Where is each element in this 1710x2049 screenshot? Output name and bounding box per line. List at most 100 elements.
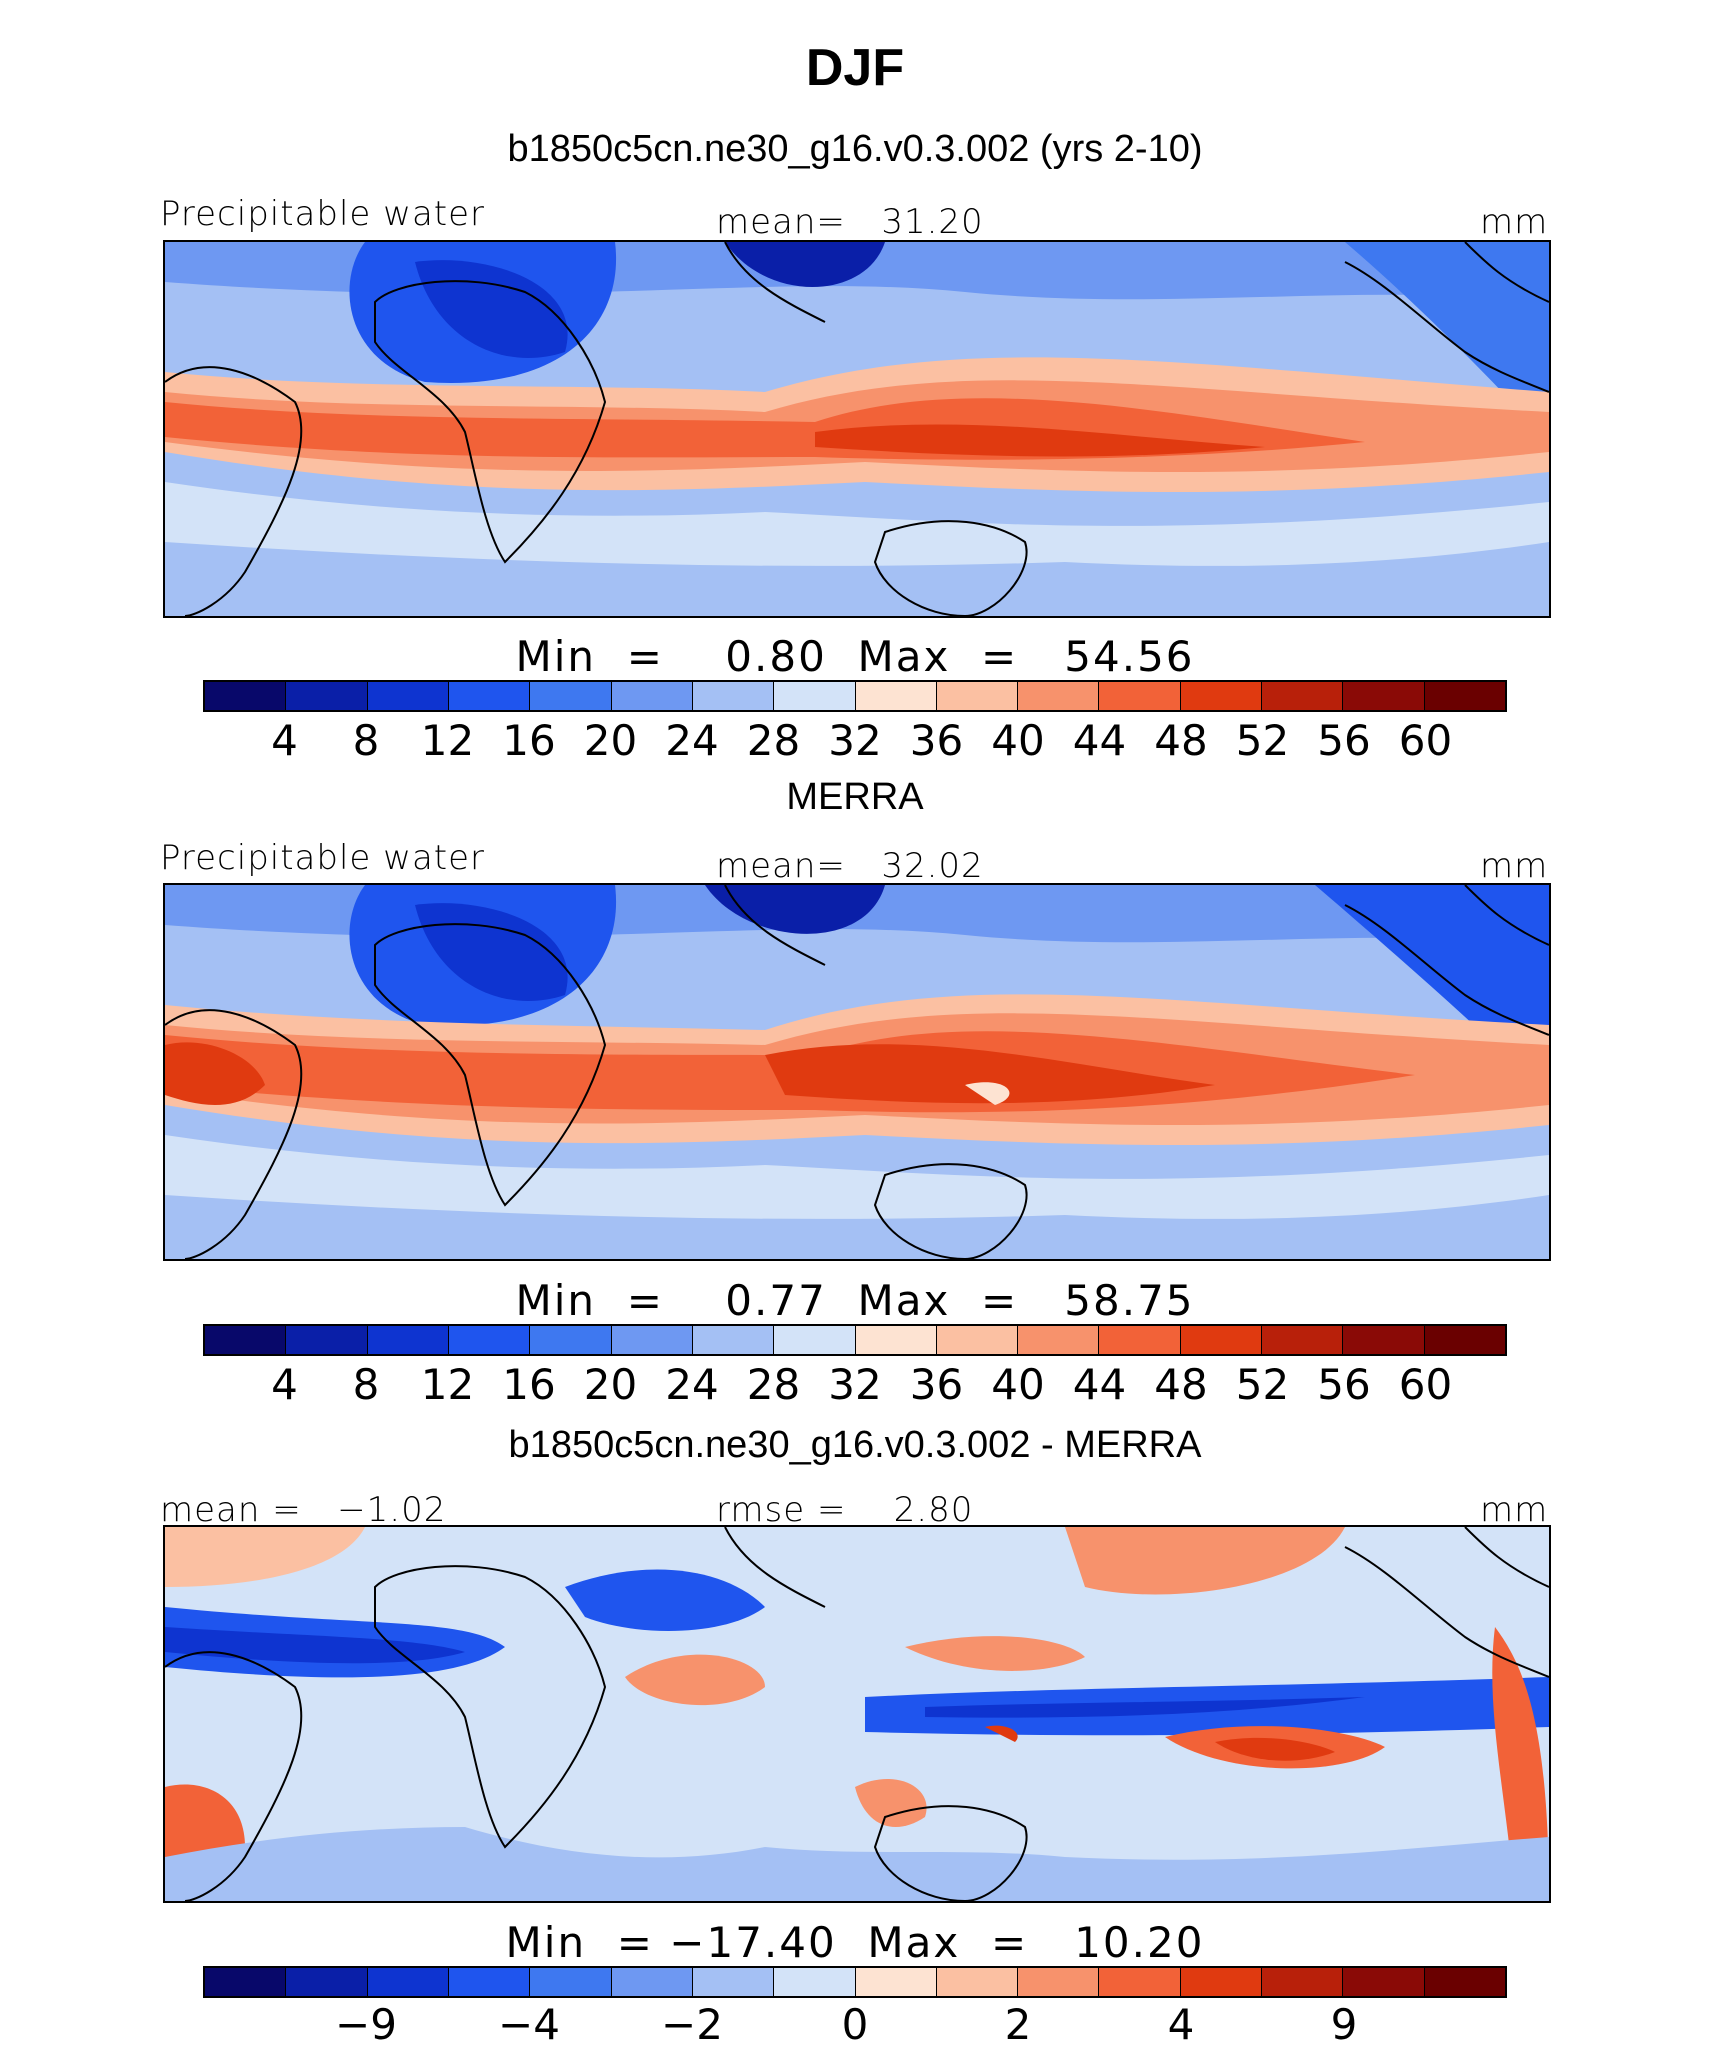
colorbar-box — [936, 682, 1019, 710]
colorbar-tick-label: 32 — [828, 716, 882, 765]
colorbar-tick-label: 0 — [841, 2000, 869, 2049]
panel-1-unit-label: mm — [1480, 202, 1549, 242]
colorbar-box — [448, 1968, 531, 1996]
figure-title: DJF — [805, 39, 905, 97]
colorbar-tick-label: 48 — [1154, 716, 1208, 765]
colorbar-tick-label: −9 — [335, 2000, 397, 2049]
colorbar-box — [855, 1326, 937, 1354]
colorbar-tick-label: 12 — [420, 716, 475, 765]
colorbar-tick-label: −2 — [661, 2000, 723, 2049]
colorbar-box — [611, 682, 693, 710]
colorbar-box — [855, 1968, 937, 1996]
panel-2-unit-label: mm — [1480, 846, 1549, 886]
colorbar-box — [936, 1968, 1019, 1996]
colorbar-tick-label: 60 — [1398, 716, 1453, 765]
colorbar-box — [692, 1968, 775, 1996]
colorbar-box — [1018, 1968, 1100, 1996]
colorbar-tick-label: 2 — [1004, 2000, 1032, 2049]
colorbar-tick-label: 44 — [1072, 1360, 1127, 1409]
colorbar-box — [367, 1326, 449, 1354]
colorbar-box — [611, 1968, 693, 1996]
colorbar-box — [1018, 682, 1100, 710]
panel-3-minmax: Min = −17.40 Max = 10.20 — [505, 1918, 1205, 1967]
colorbar-box — [286, 682, 368, 710]
panel-1-mean-label: mean= 31.20 — [716, 202, 984, 242]
colorbar-box — [448, 1326, 531, 1354]
panel-2-variable-label: Precipitable water — [160, 838, 486, 878]
colorbar-box — [774, 1968, 856, 1996]
panel-3-colorbar-ticks: −9 −4 −2 0 2 4 9 — [203, 2000, 1507, 2049]
colorbar-box — [530, 1968, 612, 1996]
colorbar-tick-label: 16 — [502, 1360, 556, 1409]
colorbar-box — [774, 1326, 856, 1354]
colorbar-tick-label: 52 — [1235, 1360, 1290, 1409]
colorbar-tick-label: 8 — [352, 716, 380, 765]
colorbar-box — [205, 1968, 287, 1996]
colorbar-box — [1424, 1326, 1505, 1354]
colorbar-tick-label: 12 — [420, 1360, 475, 1409]
panel-2-minmax: Min = 0.77 Max = 58.75 — [515, 1276, 1195, 1325]
colorbar-box — [530, 682, 612, 710]
colorbar-box — [530, 1326, 612, 1354]
colorbar-tick-label: 44 — [1072, 716, 1127, 765]
colorbar-tick-label: 24 — [665, 1360, 719, 1409]
colorbar-tick-label: 4 — [1167, 2000, 1195, 2049]
panel-3-rmse-label: rmse = 2.80 — [716, 1490, 974, 1530]
colorbar-box — [286, 1326, 368, 1354]
colorbar-box — [1262, 1326, 1344, 1354]
colorbar-tick-label: 56 — [1317, 716, 1371, 765]
colorbar-tick-label: 28 — [746, 1360, 801, 1409]
panel-2-mean-label: mean= 32.02 — [716, 846, 984, 886]
colorbar-box — [1343, 1326, 1425, 1354]
panel-2-colorbar — [203, 1324, 1507, 1356]
colorbar-box — [367, 682, 449, 710]
colorbar-tick-label: 60 — [1398, 1360, 1453, 1409]
colorbar-tick-label: 56 — [1317, 1360, 1371, 1409]
colorbar-box — [205, 1326, 287, 1354]
colorbar-box — [1262, 1968, 1344, 1996]
colorbar-box — [1262, 682, 1344, 710]
colorbar-box — [1099, 1326, 1181, 1354]
panel-2-map — [163, 883, 1551, 1261]
colorbar-box — [936, 1326, 1019, 1354]
panel-3-mean-label: mean = −1.02 — [160, 1490, 447, 1530]
colorbar-tick-label: 28 — [746, 716, 801, 765]
colorbar-tick-label: 8 — [352, 1360, 380, 1409]
colorbar-box — [692, 682, 775, 710]
panel-1-colorbar — [203, 680, 1507, 712]
colorbar-box — [692, 1326, 775, 1354]
panel-1-colorbar-ticks: 4 8 12 16 20 24 28 32 36 40 44 48 52 56 60 — [203, 716, 1507, 765]
colorbar-tick-label: 20 — [583, 716, 638, 765]
panel-3-title: b1850c5cn.ne30_g16.v0.3.002 - MERRA — [508, 1424, 1202, 1466]
panel-1-minmax: Min = 0.80 Max = 54.56 — [515, 632, 1195, 681]
colorbar-tick-label: 40 — [991, 1360, 1045, 1409]
colorbar-box — [448, 682, 531, 710]
colorbar-box — [1424, 1968, 1505, 1996]
colorbar-tick-label: 40 — [991, 716, 1045, 765]
panel-2-title: MERRA — [786, 776, 924, 818]
colorbar-box — [1180, 682, 1263, 710]
colorbar-tick-label: 16 — [502, 716, 556, 765]
colorbar-box — [1099, 1968, 1181, 1996]
colorbar-box — [1343, 1968, 1425, 1996]
colorbar-box — [205, 682, 287, 710]
colorbar-box — [1180, 1326, 1263, 1354]
colorbar-tick-label: 4 — [271, 716, 298, 765]
colorbar-tick-label: 32 — [828, 1360, 882, 1409]
colorbar-tick-label: 36 — [909, 1360, 964, 1409]
colorbar-box — [855, 682, 937, 710]
colorbar-box — [286, 1968, 368, 1996]
colorbar-tick-label: 52 — [1235, 716, 1290, 765]
colorbar-tick-label: 36 — [909, 716, 964, 765]
colorbar-tick-label: 24 — [665, 716, 719, 765]
panel-3-unit-label: mm — [1480, 1490, 1549, 1530]
colorbar-tick-label: 48 — [1154, 1360, 1208, 1409]
colorbar-box — [1180, 1968, 1263, 1996]
colorbar-tick-label: 4 — [271, 1360, 298, 1409]
panel-3-colorbar — [203, 1966, 1507, 1998]
colorbar-box — [367, 1968, 449, 1996]
colorbar-tick-label: 9 — [1330, 2000, 1358, 2049]
panel-1-map — [163, 240, 1551, 618]
panel-3-map — [163, 1525, 1551, 1903]
panel-2-colorbar-ticks: 4 8 12 16 20 24 28 32 36 40 44 48 52 56 60 — [203, 1360, 1507, 1409]
